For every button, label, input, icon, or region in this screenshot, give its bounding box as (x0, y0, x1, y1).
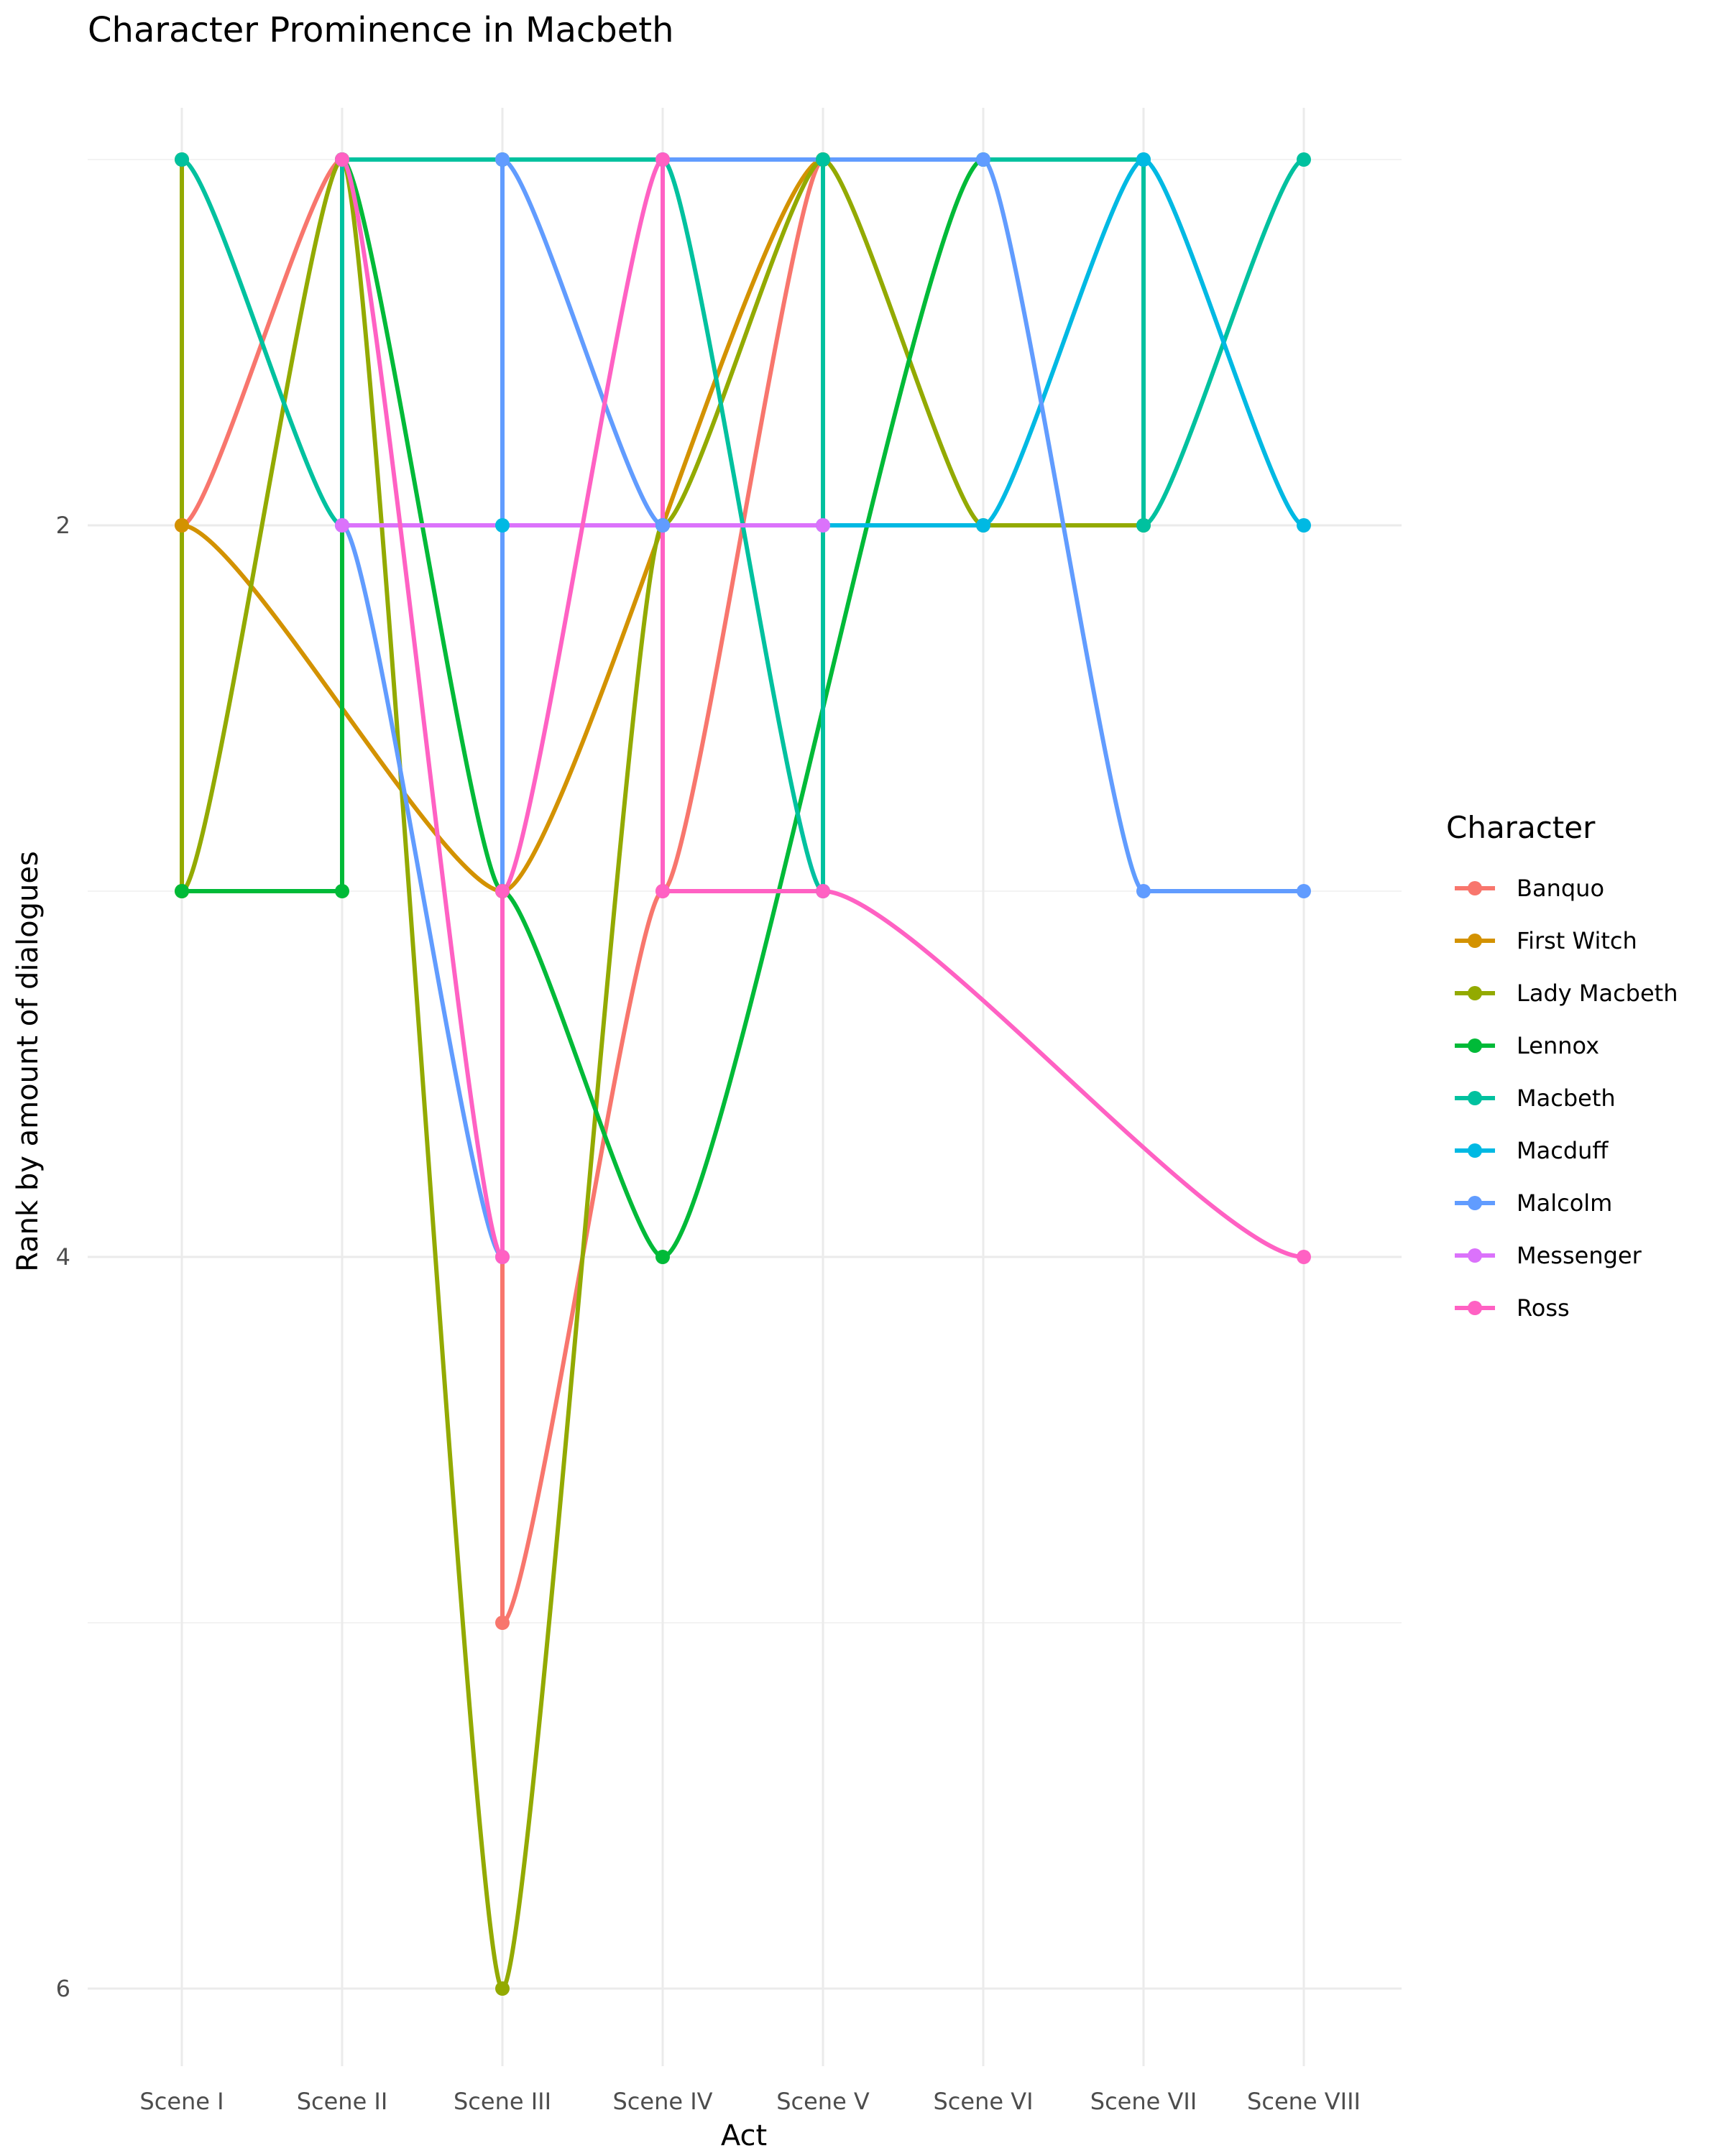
y-axis-ticks: 2 4 6 (56, 512, 70, 2002)
legend-entry: Lennox (1455, 1032, 1599, 1059)
data-point-macduff (495, 518, 510, 533)
legend-entry: Banquo (1455, 875, 1604, 902)
y-tick-label: 6 (56, 1975, 70, 2002)
data-point-macbeth (1136, 518, 1151, 533)
data-point-ross (495, 884, 510, 898)
legend-title: Character (1446, 810, 1596, 845)
legend-key-point (1468, 934, 1482, 948)
legend-entry: Macduff (1455, 1137, 1609, 1164)
y-tick-label: 2 (56, 512, 70, 539)
legend-entry: Macbeth (1455, 1084, 1616, 1112)
y-tick-label: 4 (56, 1243, 70, 1271)
x-axis-ticks: Scene I Scene II Scene III Scene IV Scene V S… (139, 2088, 1361, 2115)
series-line-banquo (180, 157, 825, 1625)
legend-label: Lennox (1517, 1032, 1599, 1059)
data-point-ross (335, 152, 349, 167)
data-point-lady-macbeth (495, 1981, 510, 1996)
legend-entry: Malcolm (1455, 1189, 1612, 1217)
data-point-messenger (816, 518, 830, 533)
legend-entry: Lady Macbeth (1455, 980, 1678, 1007)
legend-label: Banquo (1517, 875, 1604, 902)
series-line-first-witch (180, 157, 825, 893)
x-axis-title: Act (721, 2119, 767, 2152)
legend-key-point (1468, 1301, 1482, 1315)
legend-key-point (1468, 1196, 1482, 1210)
legend-label: Lady Macbeth (1517, 980, 1678, 1007)
legend-key-point (1468, 986, 1482, 1000)
data-point-ross (656, 152, 670, 167)
legend-label: Messenger (1517, 1242, 1642, 1269)
data-point-macbeth (175, 152, 189, 167)
legend-label: Ross (1517, 1294, 1570, 1322)
data-point-lennox (175, 884, 189, 898)
data-point-macduff (976, 518, 990, 533)
data-point-malcolm (495, 152, 510, 167)
series-lines (180, 157, 1306, 1991)
data-point-malcolm (1297, 884, 1311, 898)
x-tick-label: Scene V (776, 2088, 870, 2115)
data-point-macbeth (1297, 152, 1311, 167)
x-tick-label: Scene I (139, 2088, 224, 2115)
data-point-ross (1297, 1250, 1311, 1264)
data-point-messenger (335, 518, 349, 533)
data-point-malcolm (656, 518, 670, 533)
x-tick-label: Scene III (454, 2088, 551, 2115)
data-point-macduff (1297, 518, 1311, 533)
legend-label: Macduff (1517, 1137, 1609, 1164)
legend-entry: First Witch (1455, 927, 1637, 954)
data-point-first-witch (175, 518, 189, 533)
legend-key-point (1468, 1248, 1482, 1263)
y-axis-title: Rank by amount of dialogues (12, 851, 45, 1272)
x-tick-label: Scene II (297, 2088, 388, 2115)
legend-label: First Witch (1517, 927, 1637, 954)
x-tick-label: Scene VIII (1247, 2088, 1361, 2115)
data-point-macbeth (816, 152, 830, 167)
data-point-banquo (495, 1616, 510, 1630)
x-tick-label: Scene VII (1090, 2088, 1197, 2115)
data-point-lennox (656, 1250, 670, 1264)
legend-entry: Messenger (1455, 1242, 1642, 1269)
data-point-ross (816, 884, 830, 898)
legend-key-point (1468, 881, 1482, 895)
data-point-lennox (335, 884, 349, 898)
series-line-lennox (180, 157, 985, 1259)
data-point-ross (656, 884, 670, 898)
legend-label: Malcolm (1517, 1189, 1612, 1217)
data-point-malcolm (1136, 884, 1151, 898)
data-point-malcolm (976, 152, 990, 167)
legend-key-point (1468, 1143, 1482, 1158)
data-point-ross (495, 1250, 510, 1264)
legend-key-point (1468, 1091, 1482, 1105)
legend-key-point (1468, 1038, 1482, 1053)
series-line-ross (340, 157, 1306, 1259)
legend: Character Banquo First Witch Lady Macbeth L… (1446, 810, 1678, 1322)
x-tick-label: Scene VI (933, 2088, 1033, 2115)
series-line-malcolm (340, 157, 1306, 1259)
legend-label: Macbeth (1517, 1084, 1616, 1112)
data-point-macduff (1136, 152, 1151, 167)
chart-title: Character Prominence in Macbeth (88, 10, 674, 50)
series-points (175, 152, 1311, 1996)
x-tick-label: Scene IV (612, 2088, 712, 2115)
legend-entry: Ross (1455, 1294, 1570, 1322)
